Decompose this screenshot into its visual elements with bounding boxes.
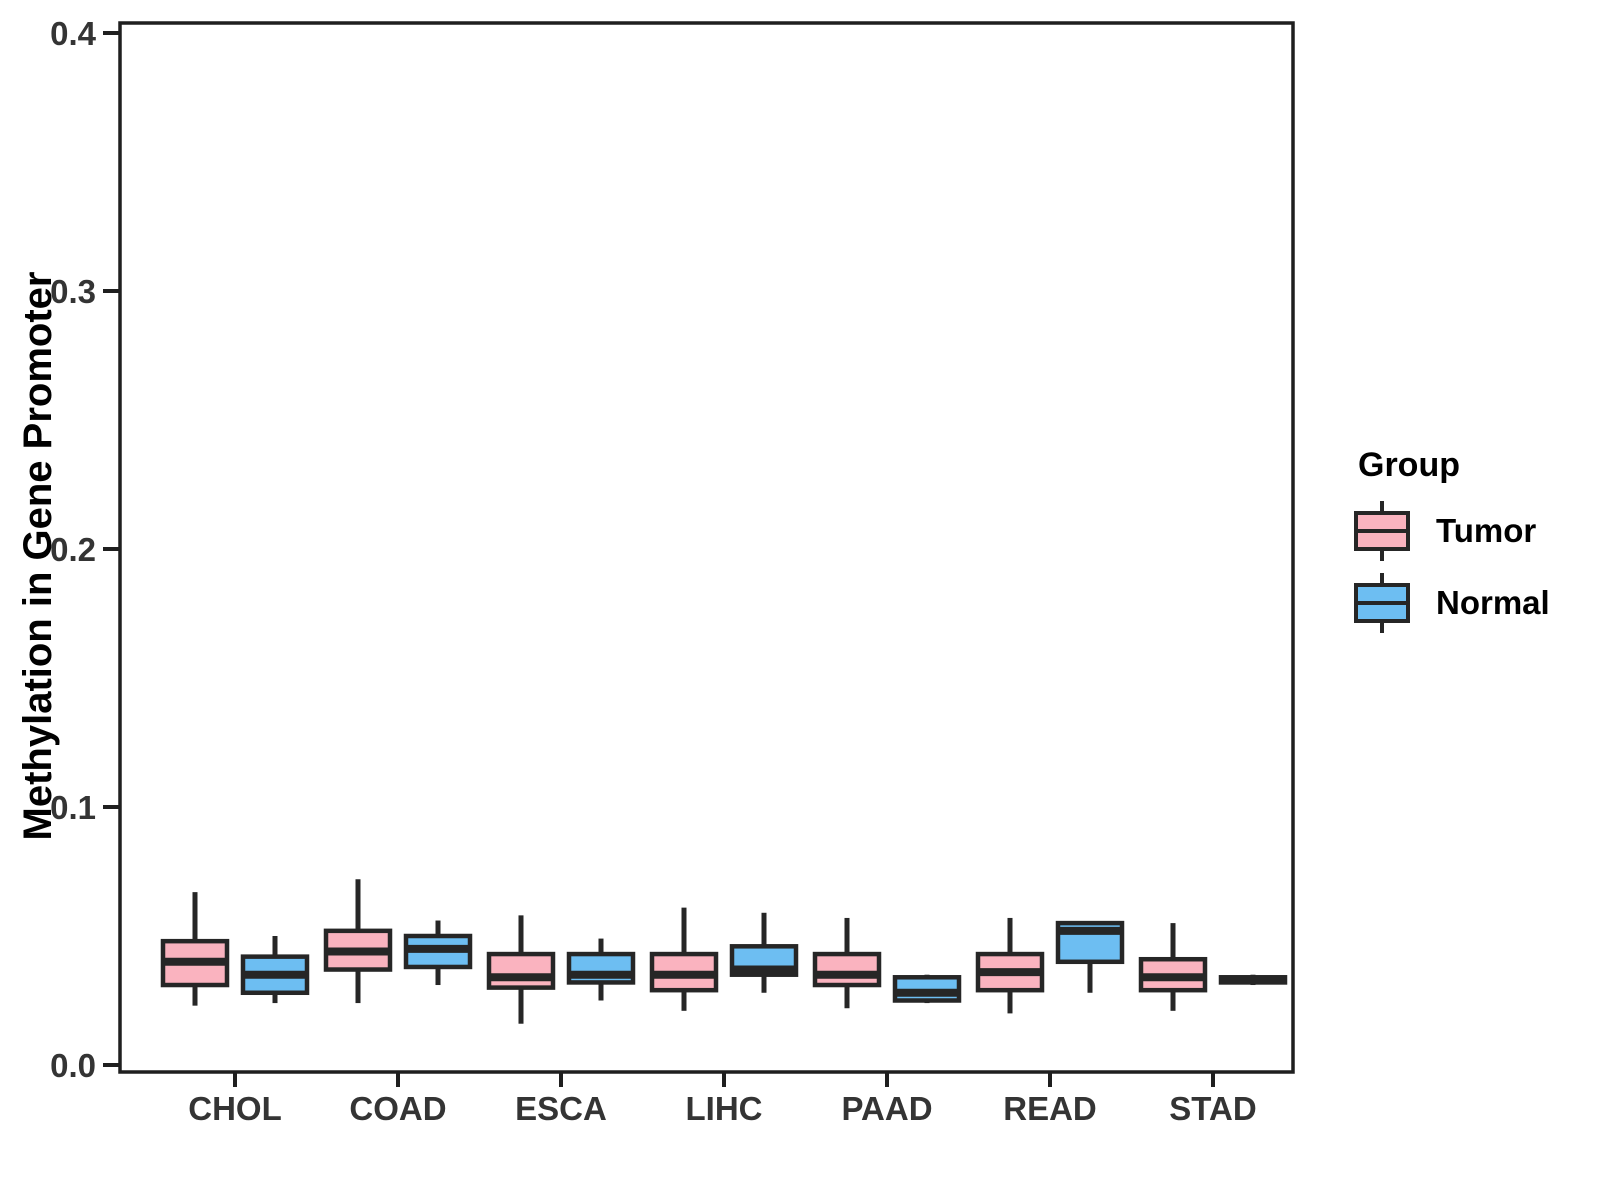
panel-border (118, 21, 1295, 1074)
y-tick-label: 0.4 (50, 15, 97, 52)
x-tick-label: STAD (1169, 1090, 1256, 1127)
boxplot-tumor-read (975, 917, 1045, 1014)
x-tick-label: COAD (349, 1090, 446, 1127)
boxplot-tumor-lihc (649, 907, 719, 1011)
boxplot-tumor-coad (323, 879, 393, 1004)
legend-item-normal: Normal (1352, 571, 1550, 635)
x-tick-label: CHOL (188, 1090, 282, 1127)
boxplot-tumor-stad (1138, 923, 1208, 1011)
boxplot-normal-stad (1218, 974, 1288, 986)
boxplot-normal-paad (892, 974, 962, 1004)
iqr-box (486, 951, 556, 990)
x-tick-label: PAAD (841, 1090, 932, 1127)
y-tick-label: 0.1 (50, 789, 96, 826)
y-tick-label: 0.0 (50, 1047, 96, 1084)
boxplot-normal-coad (403, 920, 473, 986)
boxplot-normal-lihc (729, 912, 799, 993)
y-axis-title: Methylation in Gene Promoter (16, 271, 60, 841)
boxplot-normal-read (1055, 920, 1125, 993)
iqr-box (812, 951, 882, 988)
boxplot-normal-esca (566, 938, 636, 1001)
legend-title: Group (1358, 446, 1460, 484)
y-tick-label: 0.2 (50, 531, 96, 568)
boxplot-tumor-esca (486, 915, 556, 1024)
x-tick-label: ESCA (515, 1090, 607, 1127)
legend-label-tumor: Tumor (1436, 512, 1537, 549)
y-tick-label: 0.3 (50, 273, 96, 310)
legend-label-normal: Normal (1436, 584, 1550, 621)
tumor-boxplot-key-icon (1354, 501, 1410, 561)
x-tick-label: LIHC (686, 1090, 763, 1127)
boxplot-tumor-chol (160, 892, 230, 1006)
boxplot-tumor-paad (812, 917, 882, 1009)
legend: Group Tumor Normal (1352, 446, 1550, 643)
legend-item-tumor: Tumor (1352, 499, 1550, 563)
normal-boxplot-key-icon (1354, 573, 1410, 633)
boxplot-normal-chol (240, 936, 310, 1004)
x-tick-label: READ (1003, 1090, 1097, 1127)
